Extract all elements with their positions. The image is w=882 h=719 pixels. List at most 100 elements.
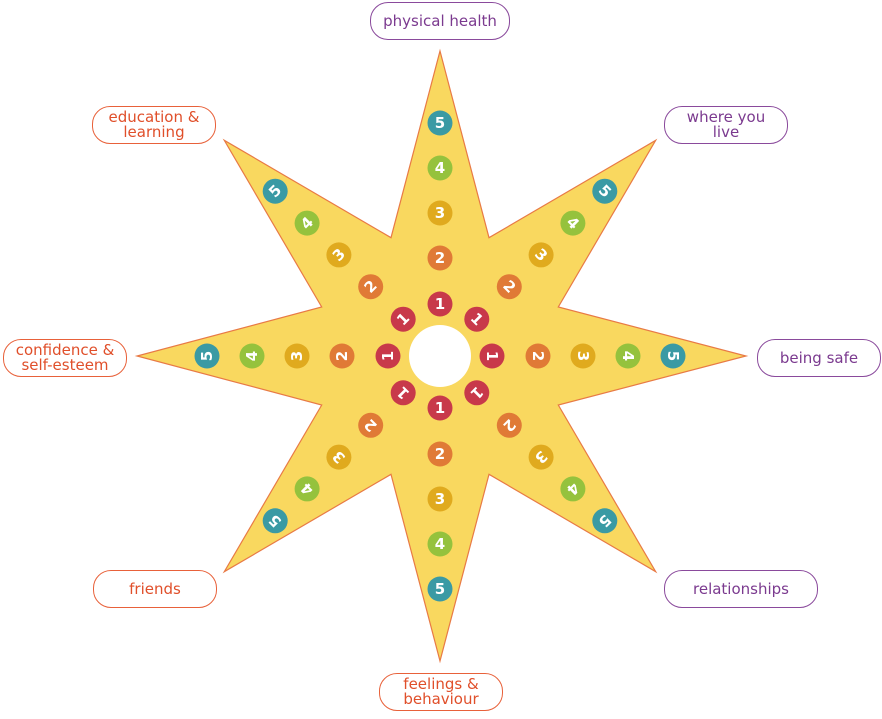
- outcome-label-right: being safe: [757, 339, 881, 377]
- scale-point-down-left-1[interactable]: 1: [390, 380, 416, 406]
- scale-point-up-right-3[interactable]: 3: [528, 242, 554, 268]
- scale-point-down-right-5[interactable]: 5: [592, 508, 618, 534]
- scale-point-number: 4: [619, 351, 637, 361]
- scale-point-up-left-3[interactable]: 3: [326, 242, 352, 268]
- scale-point-right-1[interactable]: 1: [479, 343, 505, 369]
- scale-point-down-left-3[interactable]: 3: [326, 444, 352, 470]
- outcome-label-up-left: education & learning: [92, 106, 216, 144]
- scale-point-down-left-5[interactable]: 5: [262, 508, 288, 534]
- scale-point-circle: [496, 274, 522, 300]
- scale-point-up-1[interactable]: 1: [427, 291, 453, 317]
- scale-point-number: 3: [435, 490, 445, 508]
- scale-point-down-right-3[interactable]: 3: [528, 444, 554, 470]
- scale-point-circle: [427, 486, 453, 512]
- scale-point-number: 5: [435, 114, 445, 132]
- scale-point-number: 1: [435, 295, 445, 313]
- scale-point-down-right-1[interactable]: 1: [464, 380, 490, 406]
- scale-point-up-left-1[interactable]: 1: [390, 306, 416, 332]
- scale-point-circle: [660, 343, 686, 369]
- scale-point-circle: [427, 110, 453, 136]
- scale-point-right-2[interactable]: 2: [525, 343, 551, 369]
- scale-point-right-4[interactable]: 4: [615, 343, 641, 369]
- scale-point-circle: [592, 178, 618, 204]
- scale-point-right-3[interactable]: 3: [570, 343, 596, 369]
- scale-point-number: 2: [435, 445, 445, 463]
- scale-point-number: 1: [483, 351, 501, 361]
- scale-point-left-1[interactable]: 1: [375, 343, 401, 369]
- scale-point-circle: [427, 200, 453, 226]
- scale-point-circle: [528, 242, 554, 268]
- scale-point-circle: [528, 444, 554, 470]
- scale-point-circle: [194, 343, 220, 369]
- scale-point-circle: [358, 274, 384, 300]
- scale-point-circle: [390, 380, 416, 406]
- scale-point-number: 1: [379, 351, 397, 361]
- scale-point-down-4[interactable]: 4: [427, 531, 453, 557]
- scale-point-circle: [294, 210, 320, 236]
- scale-point-down-left-4[interactable]: 4: [294, 476, 320, 502]
- outcome-label-up-right: where you live: [664, 106, 788, 144]
- scale-point-number: 4: [435, 159, 445, 177]
- outcome-label-down-right: relationships: [664, 570, 818, 608]
- scale-point-up-right-4[interactable]: 4: [560, 210, 586, 236]
- scale-point-left-3[interactable]: 3: [284, 343, 310, 369]
- scale-point-circle: [427, 245, 453, 271]
- scale-point-circle: [375, 343, 401, 369]
- scale-point-up-4[interactable]: 4: [427, 155, 453, 181]
- scale-point-left-4[interactable]: 4: [239, 343, 265, 369]
- scale-point-up-left-4[interactable]: 4: [294, 210, 320, 236]
- scale-point-number: 4: [435, 535, 445, 553]
- scale-point-circle: [560, 476, 586, 502]
- scale-point-circle: [427, 155, 453, 181]
- outcome-label-left: confidence & self-esteem: [3, 339, 127, 377]
- scale-point-circle: [326, 242, 352, 268]
- scale-point-up-left-2[interactable]: 2: [358, 274, 384, 300]
- scale-point-up-2[interactable]: 2: [427, 245, 453, 271]
- scale-point-up-right-5[interactable]: 5: [592, 178, 618, 204]
- scale-point-left-2[interactable]: 2: [329, 343, 355, 369]
- scale-point-circle: [239, 343, 265, 369]
- scale-point-circle: [464, 380, 490, 406]
- scale-point-circle: [479, 343, 505, 369]
- scale-point-circle: [358, 412, 384, 438]
- scale-point-circle: [329, 343, 355, 369]
- scale-point-circle: [592, 508, 618, 534]
- scale-point-circle: [570, 343, 596, 369]
- scale-point-down-left-2[interactable]: 2: [358, 412, 384, 438]
- scale-point-number: 1: [435, 399, 445, 417]
- scale-point-up-3[interactable]: 3: [427, 200, 453, 226]
- scale-point-left-5[interactable]: 5: [194, 343, 220, 369]
- scale-point-down-3[interactable]: 3: [427, 486, 453, 512]
- scale-point-down-right-4[interactable]: 4: [560, 476, 586, 502]
- scale-point-circle: [326, 444, 352, 470]
- scale-point-circle: [615, 343, 641, 369]
- outcome-label-down: feelings & behaviour: [379, 673, 503, 711]
- scale-point-right-5[interactable]: 5: [660, 343, 686, 369]
- scale-point-number: 5: [198, 351, 216, 361]
- scale-point-circle: [294, 476, 320, 502]
- scale-point-up-left-5[interactable]: 5: [262, 178, 288, 204]
- scale-point-number: 5: [664, 351, 682, 361]
- scale-point-circle: [525, 343, 551, 369]
- scale-point-up-right-1[interactable]: 1: [464, 306, 490, 332]
- outcome-label-down-left: friends: [93, 570, 217, 608]
- scale-point-down-1[interactable]: 1: [427, 395, 453, 421]
- scale-point-down-right-2[interactable]: 2: [496, 412, 522, 438]
- scale-point-number: 3: [288, 351, 306, 361]
- scale-point-down-2[interactable]: 2: [427, 441, 453, 467]
- scale-point-up-5[interactable]: 5: [427, 110, 453, 136]
- scale-point-up-right-2[interactable]: 2: [496, 274, 522, 300]
- scale-point-number: 4: [243, 351, 261, 361]
- scale-point-circle: [427, 531, 453, 557]
- scale-point-number: 2: [333, 351, 351, 361]
- scale-point-circle: [427, 441, 453, 467]
- scale-point-number: 2: [435, 249, 445, 267]
- scale-point-number: 2: [529, 351, 547, 361]
- scale-point-number: 3: [435, 204, 445, 222]
- scale-point-circle: [390, 306, 416, 332]
- scale-point-down-5[interactable]: 5: [427, 576, 453, 602]
- scale-point-circle: [427, 395, 453, 421]
- scale-point-circle: [284, 343, 310, 369]
